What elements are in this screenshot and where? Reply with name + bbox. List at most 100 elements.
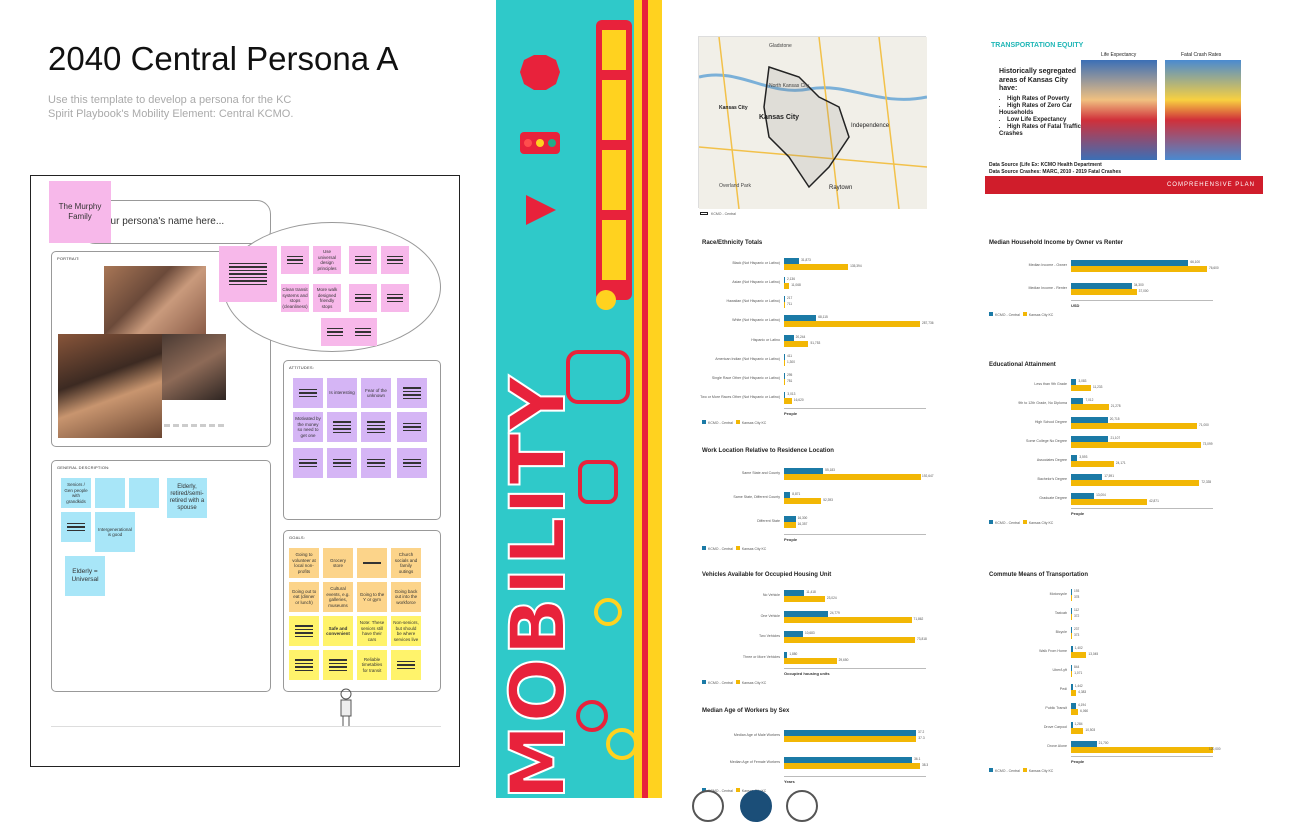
general-note[interactable]: Elderly, retired/semi-retired with a spo… (167, 478, 207, 518)
general-note[interactable]: Seniors / Gen people with grandkids (61, 478, 91, 508)
data-label: 3,593 (1079, 454, 1088, 459)
data-label: 8,871 (792, 492, 801, 496)
kc-map[interactable]: Gladstone North Kansas City Kansas City … (698, 36, 928, 210)
attitude-note[interactable] (327, 412, 357, 442)
goal-note[interactable]: Grocery store (323, 548, 353, 578)
chart-bar (1071, 379, 1077, 386)
data-label: 73,818 (917, 637, 927, 642)
data-label: 17,591 (1104, 473, 1114, 478)
speech-note[interactable]: Use universal design principles (313, 246, 341, 274)
persona-board[interactable]: our persona's name here... The Murphy Fa… (30, 175, 460, 767)
speech-note[interactable] (281, 246, 309, 274)
data-label: 34,300 (1133, 282, 1144, 287)
speech-note[interactable] (349, 284, 377, 312)
chart-legend: KCMO - Central Kansas City KC (989, 768, 1053, 773)
chart-educational-attainment[interactable]: Educational Attainment Less than 9th Grad… (985, 362, 1225, 530)
goal-note[interactable]: Cultural events, e.g. galleries, museums (323, 582, 353, 612)
speech-note[interactable] (381, 284, 409, 312)
chart-median-age-of-workers-by-sex[interactable]: Median Age of Workers by Sex Median Age o… (698, 708, 938, 798)
equity-panel[interactable]: TRANSPORTATION EQUITY Life Expectancy Fa… (985, 36, 1263, 194)
goal-note[interactable]: Going to the Y or gym (357, 582, 387, 612)
speech-note-lines[interactable] (219, 246, 277, 302)
goal-note[interactable]: Non-seniors, but should be where service… (391, 616, 421, 646)
chart-legend: KCMO - Central Kansas City KC (702, 680, 766, 685)
speech-note[interactable] (321, 318, 349, 346)
general-note[interactable] (95, 478, 125, 508)
attitude-note[interactable] (397, 412, 427, 442)
category-label: Asian (Not Hispanic or Latino) (732, 279, 780, 284)
goal-note[interactable]: Going to volunteer at local non-profits (289, 548, 319, 578)
speech-note[interactable]: Clean transit systems and stops (cleanli… (281, 284, 309, 312)
goal-note[interactable] (391, 650, 421, 680)
attitude-note[interactable]: Fear of the unknown (361, 378, 391, 408)
category-label: Bachelor's Degree (1037, 476, 1067, 481)
nav-circle[interactable] (740, 790, 772, 822)
goal-note[interactable] (357, 548, 387, 578)
speech-note[interactable] (349, 318, 377, 346)
attitude-note[interactable]: Is interesting (327, 378, 357, 408)
chart-work-location-relative-to-residence-location[interactable]: Work Location Relative to Residence Loca… (698, 448, 938, 556)
general-note[interactable] (129, 478, 159, 508)
chart-bar (1071, 671, 1073, 677)
chart-median-household-income-by-owner-vs-renter[interactable]: Median Household Income by Owner vs Rent… (985, 240, 1225, 322)
mobility-word: MOBILITY (496, 374, 582, 798)
speech-note[interactable] (381, 246, 409, 274)
mobility-poster[interactable]: MOBILITY (496, 0, 662, 798)
goal-note[interactable] (289, 650, 319, 680)
portrait-photo-family[interactable] (58, 334, 162, 438)
name-bubble[interactable] (81, 200, 271, 244)
name-placeholder[interactable]: our persona's name here... (105, 216, 225, 227)
portrait-photo-couple[interactable] (104, 266, 206, 334)
goal-note[interactable]: Going back out into the workforce (391, 582, 421, 612)
attitude-note[interactable] (293, 378, 323, 408)
goal-note[interactable]: Reliable timetables for transit (357, 650, 387, 680)
category-label: Median Income - Renter (1028, 285, 1067, 290)
x-axis-label: Years (784, 779, 795, 784)
chart-race-ethnicity-totals[interactable]: Race/Ethnicity Totals Black (Not Hispanic… (698, 240, 938, 430)
data-label: 11,418 (806, 590, 816, 595)
data-label: 1,284 (1074, 721, 1083, 726)
attitude-note[interactable] (293, 448, 323, 478)
data-label: 37.3 (918, 735, 925, 740)
general-note[interactable]: Intergenerational is good (95, 512, 135, 552)
attitude-note[interactable] (361, 448, 391, 478)
speech-note[interactable]: More walk designed friendly stops (313, 284, 341, 312)
portrait-section[interactable]: PORTRAIT: (51, 251, 271, 447)
portrait-photo-young[interactable] (162, 334, 226, 400)
data-label: 11,233 (1092, 385, 1103, 390)
goal-note[interactable]: Note: These seniors still have their car… (357, 616, 387, 646)
data-label: 37.2 (918, 729, 925, 734)
legend-a: KCMO - Central (995, 313, 1020, 317)
chart-commute-means-of-transportation[interactable]: Commute Means of Transportation Motorcycl… (985, 572, 1225, 778)
attitude-note[interactable]: Motivated by the money so need to get on… (293, 412, 323, 442)
nav-circle[interactable] (786, 790, 818, 822)
goal-note[interactable]: Church socials and family outings (391, 548, 421, 578)
chart-bar (1071, 702, 1076, 709)
x-axis (1071, 756, 1213, 757)
attitude-note[interactable] (397, 378, 427, 408)
name-sticky[interactable]: The Murphy Family (49, 181, 111, 243)
fatal-crash-map (1165, 60, 1241, 160)
chart-vehicles-available-for-occupied-housing-unit[interactable]: Vehicles Available for Occupied Housing … (698, 572, 938, 690)
goal-note[interactable]: Safe and convenient (323, 616, 353, 646)
category-label: 9th to 12th Grade, No Diploma (1018, 401, 1067, 406)
category-label: Three or More Vehicles (742, 654, 780, 659)
general-note[interactable]: Elderly = Universal (65, 556, 105, 596)
chart-bar (1071, 460, 1114, 467)
speech-note[interactable] (349, 246, 377, 274)
attitude-note[interactable] (397, 448, 427, 478)
chart-bar (784, 257, 800, 264)
attitude-note[interactable] (361, 412, 391, 442)
chart-bar (784, 516, 796, 522)
category-label: Motorcycle (1049, 592, 1067, 597)
x-axis (784, 408, 926, 409)
chart-bar (1071, 265, 1207, 272)
goal-note[interactable]: Going out to eat (dinner or lunch) (289, 582, 319, 612)
goal-note[interactable] (289, 616, 319, 646)
general-note[interactable] (61, 512, 91, 542)
x-axis-label: People (784, 411, 798, 416)
attitude-note[interactable] (327, 448, 357, 478)
nav-circle[interactable] (692, 790, 724, 822)
goal-note[interactable] (323, 650, 353, 680)
chart-bar (1071, 398, 1084, 405)
